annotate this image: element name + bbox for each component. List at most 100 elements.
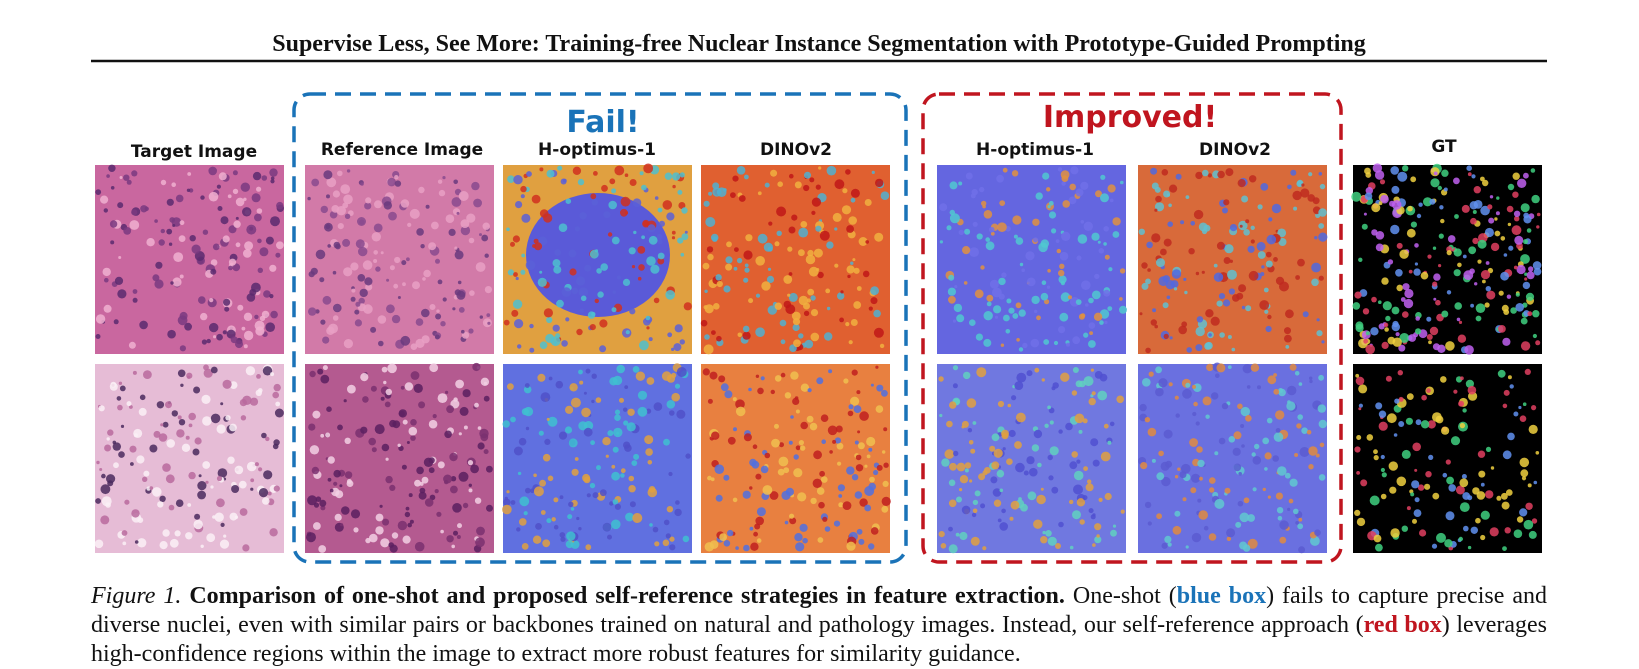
image-texture	[187, 172, 192, 176]
image-texture	[632, 366, 640, 373]
image-texture	[611, 236, 620, 245]
image-texture	[1001, 508, 1006, 514]
image-texture	[1354, 509, 1361, 516]
image-texture	[1018, 497, 1022, 501]
image-texture	[1075, 188, 1084, 197]
image-texture	[991, 461, 1000, 470]
image-texture	[400, 385, 405, 390]
image-texture	[1319, 442, 1325, 448]
image-texture	[793, 454, 799, 460]
image-texture	[1489, 527, 1499, 537]
image-texture	[961, 505, 971, 515]
image-texture	[1075, 299, 1082, 305]
image-texture	[344, 213, 351, 219]
image-texture	[623, 407, 628, 412]
image-texture	[1495, 211, 1500, 216]
image-texture	[245, 366, 256, 376]
image-texture	[210, 259, 218, 266]
image-texture	[178, 419, 186, 426]
image-texture	[1249, 175, 1257, 183]
image-texture	[254, 314, 259, 320]
image-texture	[1386, 413, 1397, 424]
image-texture	[622, 278, 631, 286]
image-texture	[354, 319, 362, 327]
image-texture	[776, 206, 787, 217]
image-texture	[131, 509, 140, 518]
image-texture	[968, 440, 974, 445]
image-texture	[809, 177, 815, 183]
image-texture	[364, 202, 372, 210]
image-texture	[611, 188, 617, 194]
image-texture	[1041, 280, 1047, 286]
image-texture	[948, 274, 955, 281]
image-texture	[1457, 262, 1462, 268]
image-texture	[988, 226, 995, 233]
image-texture	[239, 508, 248, 516]
image-texture	[270, 216, 280, 227]
image-texture	[1156, 472, 1165, 481]
image-texture	[1472, 487, 1480, 495]
image-texture	[1180, 220, 1185, 225]
image-texture	[744, 263, 749, 268]
image-texture	[1047, 454, 1053, 461]
image-texture	[743, 544, 750, 552]
image-texture	[559, 532, 566, 538]
image-texture	[532, 535, 542, 544]
image-texture	[790, 415, 794, 419]
image-texture	[172, 277, 182, 287]
image-texture	[191, 244, 201, 254]
image-texture	[1088, 340, 1096, 348]
image-texture	[1503, 389, 1510, 396]
image-texture	[110, 186, 115, 190]
image-texture	[1224, 244, 1234, 254]
image-texture	[1296, 423, 1302, 429]
image-texture	[680, 252, 685, 257]
image-texture	[437, 393, 448, 403]
image-texture	[1041, 378, 1046, 382]
image-texture	[547, 416, 558, 427]
image-texture	[654, 541, 660, 547]
image-texture	[173, 252, 184, 262]
image-texture	[979, 186, 985, 193]
image-texture	[777, 468, 785, 476]
image-texture	[813, 450, 822, 460]
image-texture	[371, 232, 381, 242]
image-texture	[242, 207, 252, 217]
image-texture	[1438, 264, 1442, 268]
image-texture	[101, 496, 112, 507]
image-texture	[671, 230, 676, 235]
image-texture	[1010, 500, 1020, 510]
image-texture	[1241, 444, 1245, 448]
image-texture	[1237, 179, 1246, 188]
image-texture	[155, 261, 163, 269]
image-texture	[802, 537, 808, 544]
image-texture	[780, 339, 786, 345]
image-texture	[153, 430, 161, 438]
image-texture	[477, 426, 482, 430]
image-texture	[1167, 221, 1173, 227]
image-texture	[1445, 511, 1455, 521]
image-texture	[1467, 172, 1472, 177]
image-texture	[311, 466, 320, 475]
image-texture	[355, 301, 361, 307]
image-texture	[273, 383, 281, 392]
image-texture	[1404, 288, 1414, 299]
image-texture	[1188, 248, 1195, 255]
image-texture	[1245, 305, 1252, 312]
image-texture	[1094, 273, 1100, 280]
image-texture	[1261, 265, 1265, 269]
image-texture	[815, 225, 822, 232]
image-texture	[1298, 517, 1303, 522]
image-texture	[410, 371, 420, 380]
image-texture	[519, 496, 530, 507]
image-texture	[404, 382, 414, 391]
image-texture	[506, 490, 510, 494]
image-texture	[1314, 236, 1318, 240]
image-texture	[254, 462, 259, 467]
image-texture	[674, 383, 681, 389]
image-texture	[870, 297, 878, 305]
image-texture	[538, 430, 544, 436]
image-texture	[223, 534, 227, 538]
image-texture	[259, 247, 269, 257]
image-texture	[730, 192, 736, 199]
